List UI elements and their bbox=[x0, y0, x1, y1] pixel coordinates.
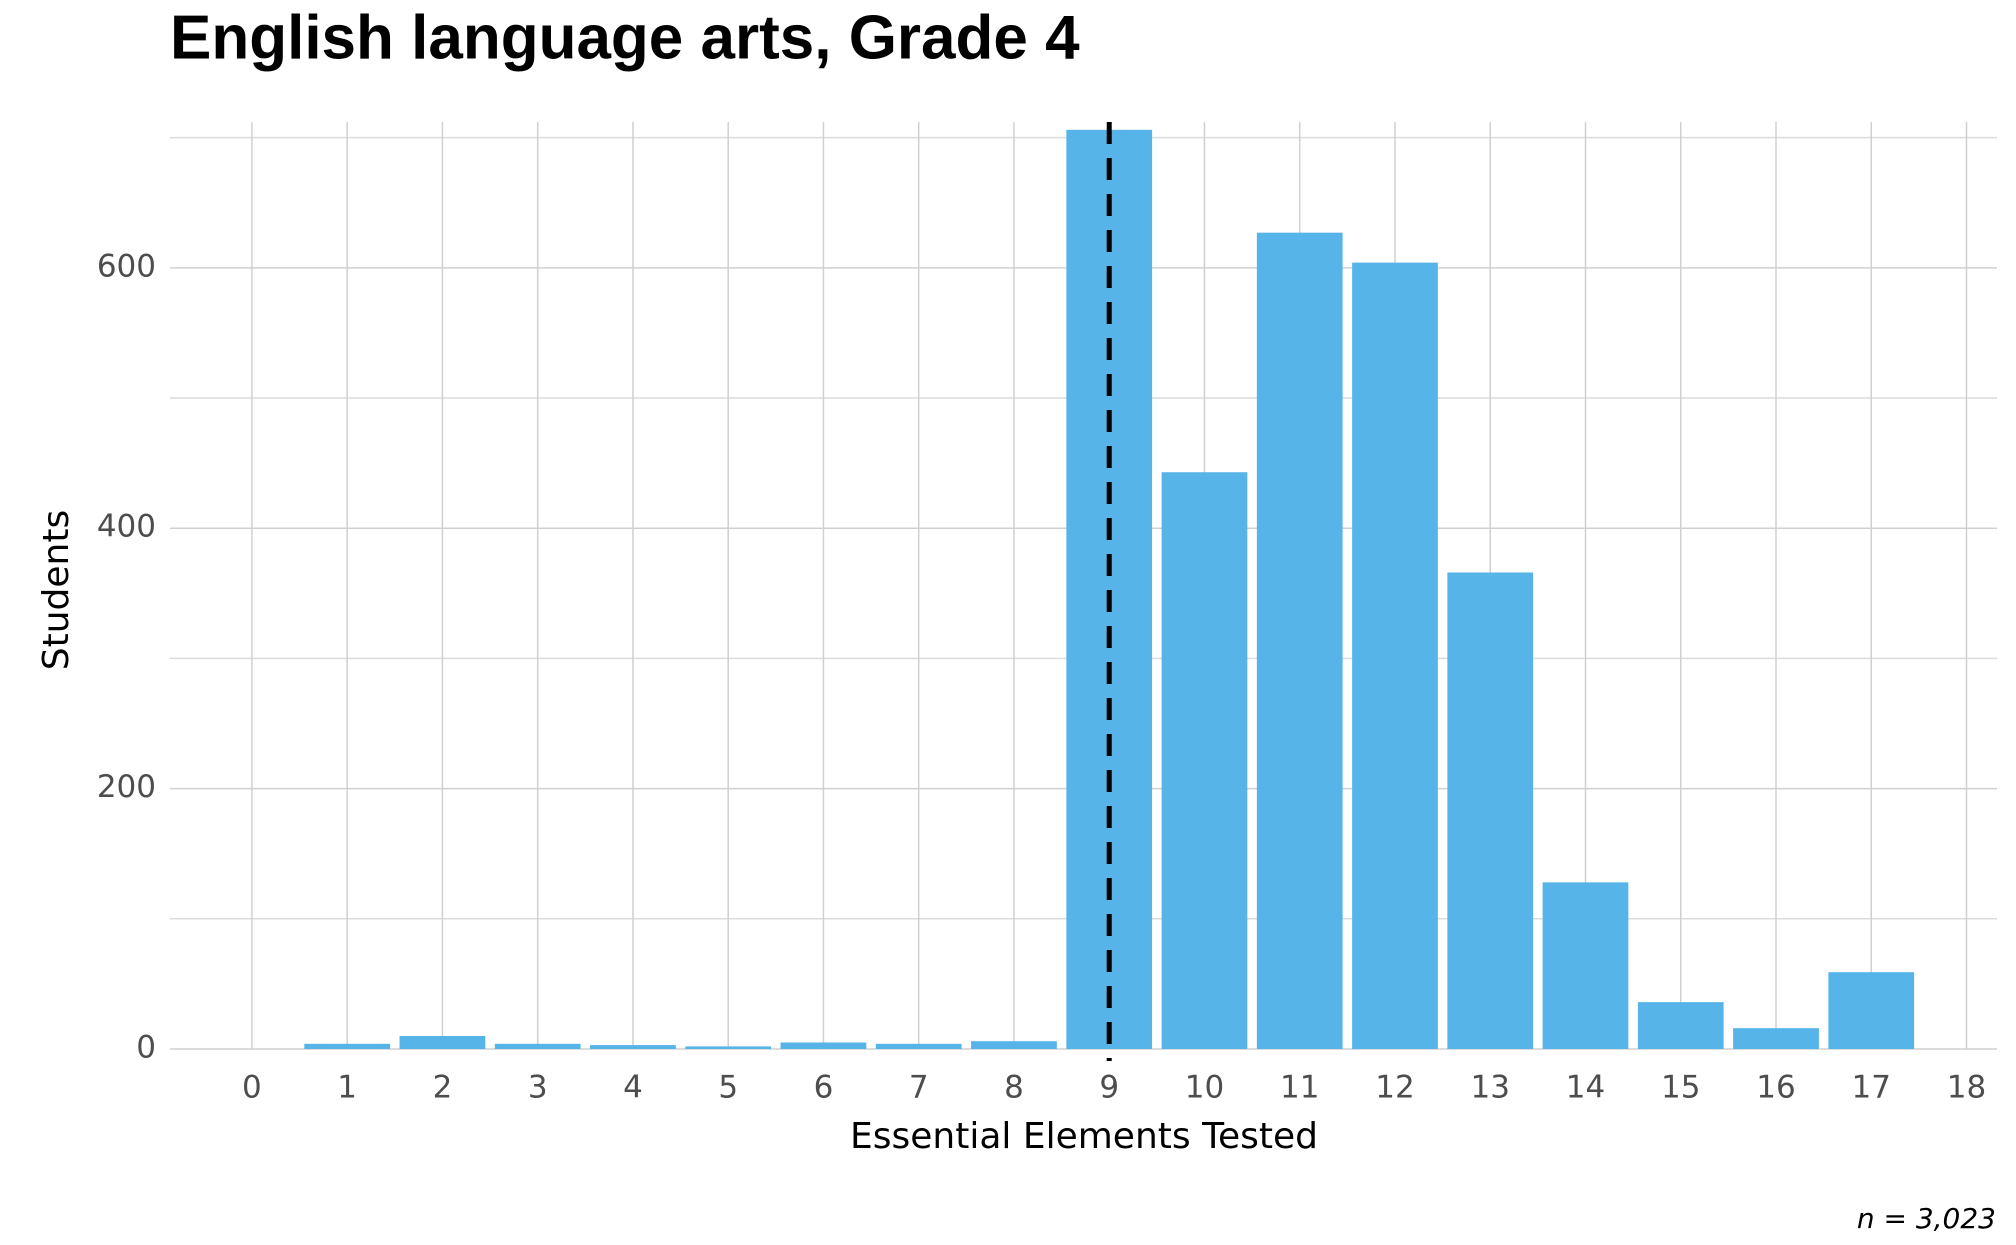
x-tick-label: 6 bbox=[814, 1070, 834, 1106]
bar bbox=[1542, 882, 1629, 1049]
x-tick-label: 2 bbox=[433, 1070, 453, 1106]
bar bbox=[971, 1041, 1057, 1049]
x-tick-label: 13 bbox=[1471, 1070, 1510, 1106]
x-tick-label: 12 bbox=[1375, 1070, 1414, 1106]
bar bbox=[304, 1043, 391, 1049]
bar bbox=[780, 1042, 867, 1049]
bar bbox=[1733, 1028, 1819, 1049]
y-tick-label: 600 bbox=[97, 248, 156, 284]
bar bbox=[590, 1045, 676, 1049]
x-tick-label: 15 bbox=[1661, 1070, 1700, 1106]
chart-title: English language arts, Grade 4 bbox=[170, 3, 1080, 72]
x-tick-label: 9 bbox=[1099, 1070, 1119, 1106]
x-tick-label: 0 bbox=[242, 1070, 262, 1106]
bar bbox=[1256, 232, 1343, 1050]
bar bbox=[1828, 972, 1915, 1049]
x-tick-label: 1 bbox=[337, 1070, 357, 1106]
x-tick-label: 11 bbox=[1280, 1070, 1319, 1106]
bar bbox=[494, 1043, 581, 1049]
x-tick-label: 8 bbox=[1004, 1070, 1024, 1106]
bar bbox=[685, 1046, 772, 1049]
bar bbox=[1447, 572, 1534, 1049]
x-tick-label: 10 bbox=[1185, 1070, 1224, 1106]
y-tick-label: 200 bbox=[97, 769, 156, 805]
x-tick-label: 17 bbox=[1852, 1070, 1891, 1106]
bar bbox=[875, 1043, 962, 1049]
x-tick-label: 7 bbox=[909, 1070, 929, 1106]
x-tick-label: 18 bbox=[1947, 1070, 1986, 1106]
bar bbox=[1637, 1002, 1724, 1049]
bar bbox=[399, 1035, 486, 1049]
x-axis-label: Essential Elements Tested bbox=[850, 1116, 1318, 1157]
y-tick-label: 0 bbox=[136, 1030, 156, 1066]
y-axis-label: Students bbox=[36, 510, 77, 670]
x-tick-label: 5 bbox=[718, 1070, 738, 1106]
x-tick-label: 16 bbox=[1756, 1070, 1795, 1106]
bar bbox=[1352, 262, 1438, 1049]
x-tick-label: 4 bbox=[623, 1070, 643, 1106]
x-tick-label: 3 bbox=[528, 1070, 548, 1106]
x-tick-label: 14 bbox=[1566, 1070, 1605, 1106]
sample-size-note: n = 3,023 bbox=[1857, 1202, 1996, 1235]
bar bbox=[1161, 472, 1248, 1049]
y-tick-label: 400 bbox=[97, 509, 156, 545]
